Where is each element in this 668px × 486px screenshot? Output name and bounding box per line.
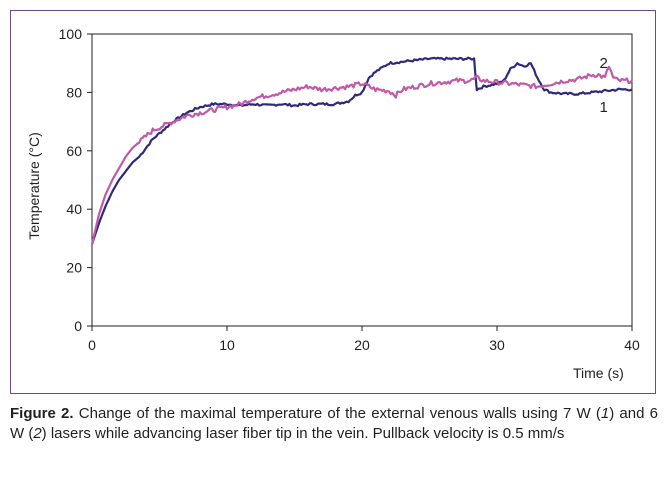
x-tick-label: 40 xyxy=(624,337,640,353)
y-tick-label: 80 xyxy=(66,84,82,100)
caption-text-3: ) lasers while advancing laser fiber tip… xyxy=(41,425,565,442)
plot-border xyxy=(91,33,633,327)
x-tick-label: 20 xyxy=(354,337,370,353)
y-axis-title: Temperature (°C) xyxy=(26,132,42,240)
chart-frame: 0 10 20 30 40 0 20 40 60 80 100 2 1 Time (s) Tempera… xyxy=(10,10,656,394)
figure-caption: Figure 2. Change of the maximal temperat… xyxy=(10,404,658,444)
series-annotation-1: 1 xyxy=(600,99,608,116)
caption-label: Figure 2. xyxy=(10,405,74,422)
series-line-2 xyxy=(90,65,633,245)
y-tick-label: 0 xyxy=(74,318,82,334)
y-tick-label: 20 xyxy=(66,260,82,276)
line-chart: 0 10 20 30 40 0 20 40 60 80 100 2 1 Time (s) Tempera… xyxy=(26,26,640,381)
caption-text-2: ) and 6 W ( xyxy=(10,405,658,442)
caption-text-1: Change of the maximal temperature of the… xyxy=(73,405,601,422)
y-tick-label: 60 xyxy=(66,143,82,159)
x-tick-label: 30 xyxy=(489,337,505,353)
x-tick-label: 0 xyxy=(88,337,96,353)
x-axis-title: Time (s) xyxy=(573,365,624,381)
series-annotation-2: 2 xyxy=(600,55,608,72)
plot-area: 0 10 20 30 40 0 20 40 60 80 100 2 1 xyxy=(59,26,640,353)
caption-italic-1: 1 xyxy=(600,405,610,422)
x-tick-label: 10 xyxy=(219,337,235,353)
caption-italic-2: 2 xyxy=(33,425,42,442)
y-tick-label: 40 xyxy=(66,201,82,217)
y-tick-label: 100 xyxy=(59,26,83,42)
